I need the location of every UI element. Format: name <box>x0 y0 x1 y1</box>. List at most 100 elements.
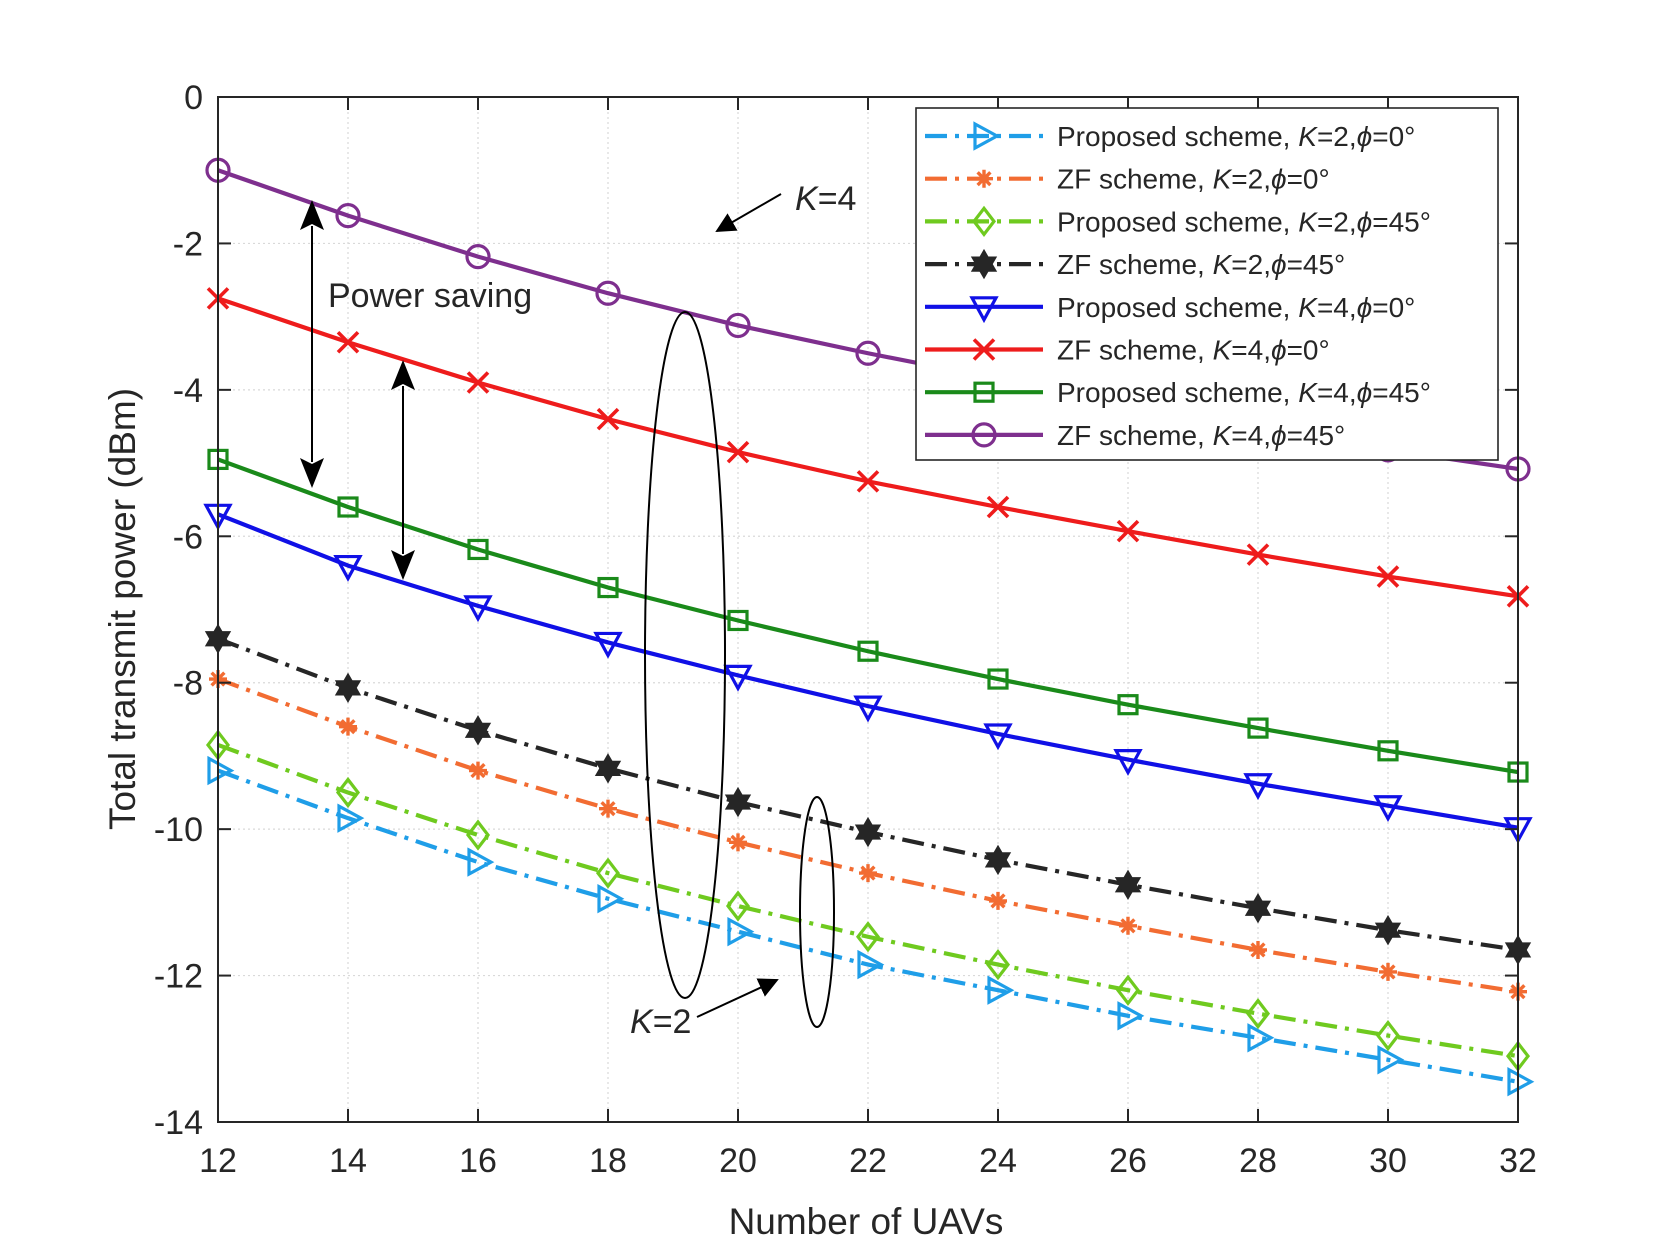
x-axis-ticks: 12 14 16 18 20 22 24 26 28 30 32 <box>199 97 1537 1180</box>
k2-label: K=2 <box>630 1003 691 1041</box>
data-point <box>987 975 1015 1005</box>
legend-label-part: =0° <box>1287 164 1330 195</box>
data-point <box>595 280 621 306</box>
data-point <box>469 761 487 780</box>
x-tick-label: 30 <box>1369 1142 1407 1180</box>
legend-marker <box>972 338 996 361</box>
legend-item-5: Proposed scheme, K=4,ϕ=0° <box>925 292 1415 324</box>
x-tick-label: 16 <box>459 1142 497 1180</box>
series-line <box>217 768 1519 1084</box>
data-point <box>987 668 1009 690</box>
data-point <box>467 847 495 877</box>
legend-label-part: K <box>1298 292 1318 323</box>
y-axis-ticks: 0 -2 -4 -6 -8 -10 -12 -14 <box>154 79 1518 1142</box>
legend-label-part: =0° <box>1372 292 1415 323</box>
legend-marker <box>971 422 997 448</box>
legend-label-part: ZF scheme, <box>1057 420 1213 451</box>
data-point <box>1245 998 1271 1030</box>
legend-item-3: Proposed scheme, K=2,ϕ=45° <box>925 205 1431 238</box>
legend: Proposed scheme, K=2,ϕ=0°ZF scheme, K=2,… <box>915 107 1499 461</box>
x-tick-label: 28 <box>1239 1142 1277 1180</box>
data-point <box>466 371 490 394</box>
legend-label-part: K <box>1213 249 1233 280</box>
series-5 <box>203 503 1533 845</box>
data-point <box>1379 962 1397 981</box>
data-point <box>984 852 1012 876</box>
legend-item-2: ZF scheme, K=2,ϕ=0° <box>925 164 1330 195</box>
legend-label-part: =2, <box>1231 164 1271 195</box>
data-point <box>465 819 491 851</box>
legend-label-part: ϕ <box>1271 335 1287 366</box>
data-point <box>335 203 361 229</box>
data-point <box>1246 543 1270 566</box>
legend-label-part: ϕ <box>1271 420 1287 451</box>
data-point <box>599 799 617 818</box>
legend-label: ZF scheme, K=2,ϕ=0° <box>1057 164 1330 195</box>
k4-arrow <box>715 193 782 233</box>
x-tick-label: 26 <box>1109 1142 1147 1180</box>
data-point <box>335 776 361 809</box>
y-tick-label: -2 <box>173 225 203 263</box>
data-point <box>853 695 883 723</box>
legend-label-part: =0° <box>1372 121 1415 152</box>
legend-marker <box>971 205 997 238</box>
legend-marker <box>969 296 999 324</box>
series-line <box>217 457 1519 775</box>
legend-label-part: ϕ <box>1357 292 1373 323</box>
legend-label-part: K <box>1213 420 1233 451</box>
legend-label-part: =2, <box>1317 121 1357 152</box>
legend-box <box>915 107 1499 461</box>
series-line <box>217 512 1519 830</box>
data-point <box>1247 1023 1275 1053</box>
legend-marker <box>973 381 995 403</box>
data-point <box>463 595 493 623</box>
data-point <box>336 330 360 354</box>
y-tick-label: -4 <box>173 372 203 410</box>
legend-label-part: =2, <box>1231 249 1271 280</box>
legend-marker <box>973 121 1001 151</box>
power-saving-arrow-left <box>300 200 324 488</box>
series-6 <box>206 287 1530 608</box>
data-point <box>1375 1019 1401 1052</box>
legend-label: ZF scheme, K=4,ϕ=45° <box>1057 420 1345 451</box>
data-point <box>333 554 363 582</box>
data-point <box>337 803 365 833</box>
k4-label: K=4 <box>795 180 856 218</box>
legend-label-part: Proposed scheme, <box>1057 292 1298 323</box>
power-saving-arrow-head <box>391 550 415 580</box>
y-tick-label: -6 <box>173 518 203 556</box>
legend-label-part: ϕ <box>1357 206 1373 237</box>
legend-label-part: =45° <box>1287 420 1346 451</box>
legend-item-6: ZF scheme, K=4,ϕ=0° <box>925 335 1330 366</box>
data-point <box>1114 877 1142 900</box>
legend-item-8: ZF scheme, K=4,ϕ=45° <box>925 420 1345 451</box>
x-tick-label: 32 <box>1499 1142 1537 1180</box>
data-point <box>339 717 357 736</box>
legend-label-part: Proposed scheme, <box>1057 377 1298 408</box>
power-saving-arrow-head <box>300 458 324 488</box>
legend-marker <box>970 256 998 280</box>
y-tick-label: -12 <box>154 958 203 996</box>
legend-label-part: ϕ <box>1357 377 1373 408</box>
x-axis-label: Number of UAVs <box>729 1201 1004 1242</box>
y-axis-label: Total transmit power (dBm) <box>102 388 143 830</box>
power-saving-arrow-head <box>391 360 415 390</box>
data-point <box>597 884 625 914</box>
data-point <box>727 916 755 947</box>
data-point <box>857 640 879 662</box>
legend-label-part: Proposed scheme, <box>1057 121 1298 152</box>
data-point <box>1244 900 1272 924</box>
data-point <box>723 664 753 692</box>
data-point <box>593 631 623 659</box>
data-point <box>1113 748 1143 776</box>
legend-label: Proposed scheme, K=2,ϕ=0° <box>1057 121 1415 152</box>
data-point <box>1377 1045 1405 1075</box>
x-tick-label: 22 <box>849 1142 887 1180</box>
data-point <box>729 833 747 852</box>
x-tick-label: 12 <box>199 1142 237 1180</box>
legend-marker <box>975 169 993 188</box>
legend-label: Proposed scheme, K=2,ϕ=45° <box>1057 206 1431 237</box>
data-point <box>596 407 620 431</box>
data-point <box>854 824 882 848</box>
k4-label-part: K <box>795 180 819 218</box>
